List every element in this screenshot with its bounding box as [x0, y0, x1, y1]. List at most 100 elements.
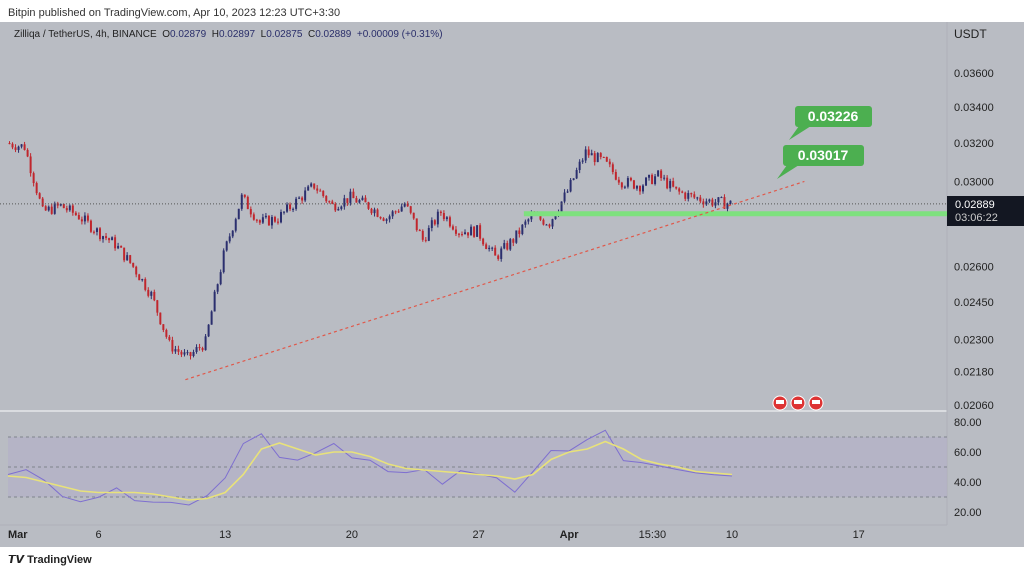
candle-body [47, 206, 50, 211]
candle-body [590, 153, 593, 156]
candle-body [86, 215, 89, 221]
candle-body [126, 255, 129, 261]
candle-body [418, 230, 421, 232]
candle-body [599, 153, 602, 157]
candle-body [723, 197, 726, 209]
tv-icon: 𝙏𝙑 [8, 554, 28, 566]
candle-body [388, 216, 391, 220]
candle-body [59, 203, 62, 206]
candle-body [593, 153, 596, 163]
price-tick: 0.02600 [954, 262, 994, 274]
candle-body [382, 218, 385, 221]
candle-body [228, 236, 231, 242]
candle-body [44, 206, 47, 211]
candle-body [476, 225, 479, 237]
candle-body [243, 194, 246, 197]
candle-body [406, 203, 409, 207]
candle-body [270, 217, 273, 226]
candle-body [648, 174, 651, 178]
candle-body [89, 220, 92, 232]
publisher-line: Bitpin published on TradingView.com, Apr… [8, 7, 341, 19]
candle-body [102, 236, 105, 240]
candle-body [494, 247, 497, 256]
candle-body [204, 336, 207, 351]
candle-body [255, 219, 258, 221]
candle-body [319, 190, 322, 192]
candle-body [442, 213, 445, 220]
candle-body [267, 215, 270, 226]
candle-body [672, 181, 675, 187]
candle-body [497, 255, 500, 259]
candle-body [364, 197, 367, 203]
candle-body [216, 284, 219, 292]
candle-body [663, 177, 666, 179]
candle-body [201, 348, 204, 351]
candle-body [379, 216, 382, 219]
candle-body [626, 178, 629, 187]
candle-body [50, 206, 53, 214]
candle-body [666, 177, 669, 189]
candle-body [542, 219, 545, 225]
candle-body [240, 194, 243, 209]
high-value: 0.02897 [218, 29, 256, 40]
candle-body [129, 255, 132, 263]
candle-body [14, 147, 17, 150]
change-value: +0.00009 (+0.31%) [356, 29, 443, 40]
candle-body [687, 193, 690, 199]
candle-body [681, 191, 684, 193]
candle-body [509, 239, 512, 250]
candle-body [280, 212, 282, 223]
candle-body [207, 324, 210, 337]
price-tick: 0.02180 [954, 366, 994, 378]
candle-body [572, 178, 575, 180]
candle-body [80, 219, 83, 222]
candle-body [53, 203, 56, 214]
candle-body [192, 351, 195, 357]
current-price: 0.02889 [955, 199, 995, 211]
candle-body [343, 198, 346, 207]
candle-body [32, 173, 35, 184]
candle-body [17, 146, 20, 150]
candle-body [578, 161, 581, 171]
candle-body [373, 209, 376, 214]
candle-body [195, 347, 198, 352]
candle-body [180, 351, 183, 355]
candle-body [147, 289, 150, 296]
candle-body [726, 203, 729, 209]
candle-body [708, 199, 711, 202]
ohlc-legend: Zilliqa / TetherUS, 4h, BINANCE O0.02879… [14, 29, 443, 40]
candle-body [551, 219, 554, 227]
rsi-tick: 40.00 [954, 477, 982, 489]
candle-body [65, 208, 68, 211]
candle-body [99, 228, 101, 240]
candle-body [657, 170, 660, 177]
candle-body [602, 156, 605, 158]
candle-body [596, 153, 599, 163]
time-tick: 13 [219, 529, 231, 541]
candle-body [512, 239, 515, 243]
candle-body [635, 186, 638, 189]
candle-body [74, 212, 77, 216]
candle-body [614, 171, 617, 180]
candle-body [138, 274, 141, 281]
price-tick: 0.02450 [954, 297, 994, 309]
low-value: 0.02875 [266, 29, 303, 40]
candle-body [150, 291, 153, 296]
candle-body [361, 197, 364, 201]
trendline [185, 180, 805, 381]
rsi-tick: 20.00 [954, 507, 982, 519]
candle-body [464, 232, 467, 235]
candle-body [340, 206, 343, 209]
candle-body [693, 194, 696, 198]
candle-body [252, 214, 255, 220]
candle-body [307, 186, 310, 191]
tradingview-logo[interactable]: 𝙏𝙑 TradingView [8, 553, 92, 566]
target-label: 0.03017 [798, 147, 849, 163]
candle-body [349, 191, 352, 203]
candle-body [120, 245, 123, 248]
candle-body [518, 230, 521, 235]
candle-body [506, 243, 509, 250]
candle-body [174, 349, 177, 352]
candle-body [560, 201, 563, 212]
